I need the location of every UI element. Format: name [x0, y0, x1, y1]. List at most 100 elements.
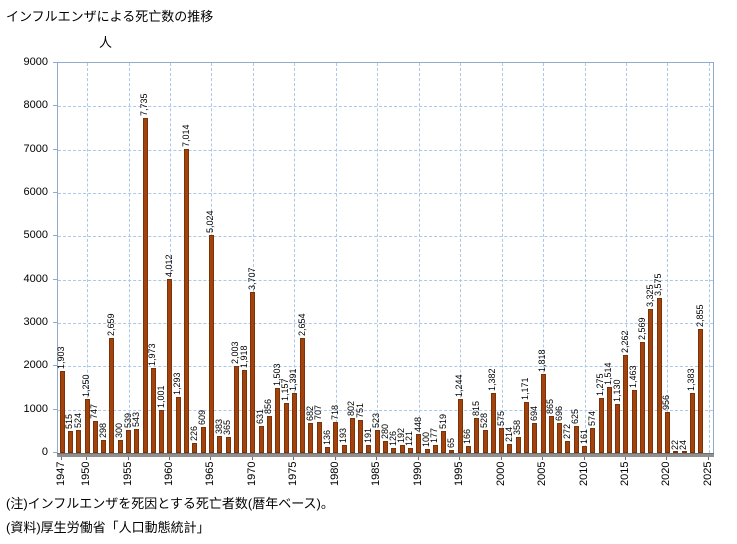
x-tick-label: 1990 [411, 461, 424, 486]
x-tick-label: 1975 [287, 461, 300, 486]
bar [258, 426, 264, 453]
bar [150, 368, 156, 453]
y-tick-label: 6000 [23, 186, 48, 198]
bar [565, 441, 571, 453]
bar-value-label: 1,293 [172, 372, 183, 395]
bar [606, 387, 612, 453]
bar-value-label: 3,707 [246, 267, 257, 290]
note-line-2: (資料)厚生労働省「人口動態統計」 [6, 520, 210, 535]
gridline-vertical [87, 63, 88, 453]
bar [631, 390, 637, 453]
x-tick-mark [293, 457, 295, 460]
bar [673, 451, 679, 453]
y-tick-mark [53, 235, 57, 237]
bar [374, 430, 380, 453]
bar-value-label: 298 [97, 422, 108, 438]
bar [250, 292, 256, 453]
bar [557, 423, 563, 453]
bar [358, 420, 364, 453]
bar [548, 416, 554, 453]
x-tick-label: 1970 [245, 461, 258, 486]
bar [573, 426, 579, 453]
bar [383, 441, 388, 453]
bar [474, 418, 480, 453]
bar [325, 447, 330, 453]
x-tick-mark [376, 457, 378, 460]
gridline-horizontal [58, 409, 713, 411]
x-tick-mark [251, 457, 253, 460]
bar-value-label: 7,014 [180, 124, 191, 147]
gridline-vertical [252, 63, 254, 453]
bar [109, 338, 115, 453]
bar [316, 422, 322, 453]
bar [391, 448, 397, 453]
gridline-vertical [625, 63, 627, 453]
bar [167, 279, 173, 453]
bar [457, 399, 463, 453]
x-tick-label: 2015 [618, 461, 631, 486]
bar [441, 431, 446, 453]
chart-notes: (注)インフルエンザを死因とする死亡者数(暦年ベース)。 (資料)厚生労働省「人… [6, 492, 334, 540]
y-tick-label: 4000 [23, 272, 48, 285]
x-tick-label: 1955 [121, 461, 134, 486]
bar [640, 342, 645, 453]
y-tick-label: 1000 [23, 402, 48, 415]
bar [159, 410, 165, 453]
bar [333, 422, 339, 453]
bar-value-label: 24 [678, 439, 688, 450]
y-tick-mark [53, 62, 57, 63]
bar [424, 449, 430, 453]
x-tick-mark [459, 457, 461, 460]
bar [67, 431, 73, 453]
gridline-horizontal [58, 279, 713, 281]
bar [598, 398, 604, 453]
x-tick-mark [417, 457, 419, 460]
plot-area: 1,903 515 524 1,250 747 298 2,659 300 539 543 7,73… [56, 62, 714, 454]
y-tick-label: 5000 [23, 229, 48, 242]
gridline-vertical [584, 63, 586, 453]
x-tick-mark [168, 457, 170, 460]
bar [184, 149, 189, 453]
bar [341, 445, 347, 453]
x-tick-label: 1980 [328, 461, 341, 486]
x-tick-mark [127, 457, 129, 460]
x-tick-label: 2000 [494, 461, 507, 486]
bar-value-label: 5,024 [205, 210, 216, 233]
x-tick-mark [707, 457, 709, 460]
bar [291, 393, 297, 453]
bar [134, 429, 140, 453]
bar-value-label: 1,391 [288, 368, 299, 391]
y-tick-mark [53, 192, 57, 193]
bar-value-label: 7,735 [139, 93, 150, 116]
gridline-vertical [377, 63, 379, 453]
bar [300, 338, 306, 453]
bar-value-label: 1,001 [155, 385, 166, 408]
y-tick-mark [53, 322, 57, 323]
bar [308, 423, 314, 453]
bar [242, 370, 248, 453]
y-tick-label: 7000 [23, 142, 48, 155]
bar [366, 445, 372, 453]
bar [465, 446, 471, 453]
gridline-vertical [128, 63, 130, 453]
bar [656, 298, 662, 453]
gridline-vertical [169, 63, 171, 453]
y-tick-mark [53, 105, 57, 107]
x-tick-label: 1965 [204, 461, 217, 486]
bar [681, 451, 687, 453]
bar-value-label: 543 [130, 411, 141, 427]
bar [275, 388, 281, 453]
x-tick-label: 2005 [536, 461, 548, 486]
bar [590, 428, 596, 453]
bar [540, 374, 546, 453]
bar-value-label: 4,012 [163, 254, 174, 277]
note-line-1: (注)インフルエンザを死因とする死亡者数(暦年ベース)。 [6, 496, 334, 511]
bar [507, 444, 513, 453]
bar [266, 416, 272, 453]
bar [92, 421, 98, 453]
bar [233, 366, 239, 453]
bar [101, 440, 107, 453]
bar [416, 434, 422, 453]
bar-value-label: 65 [445, 437, 456, 448]
